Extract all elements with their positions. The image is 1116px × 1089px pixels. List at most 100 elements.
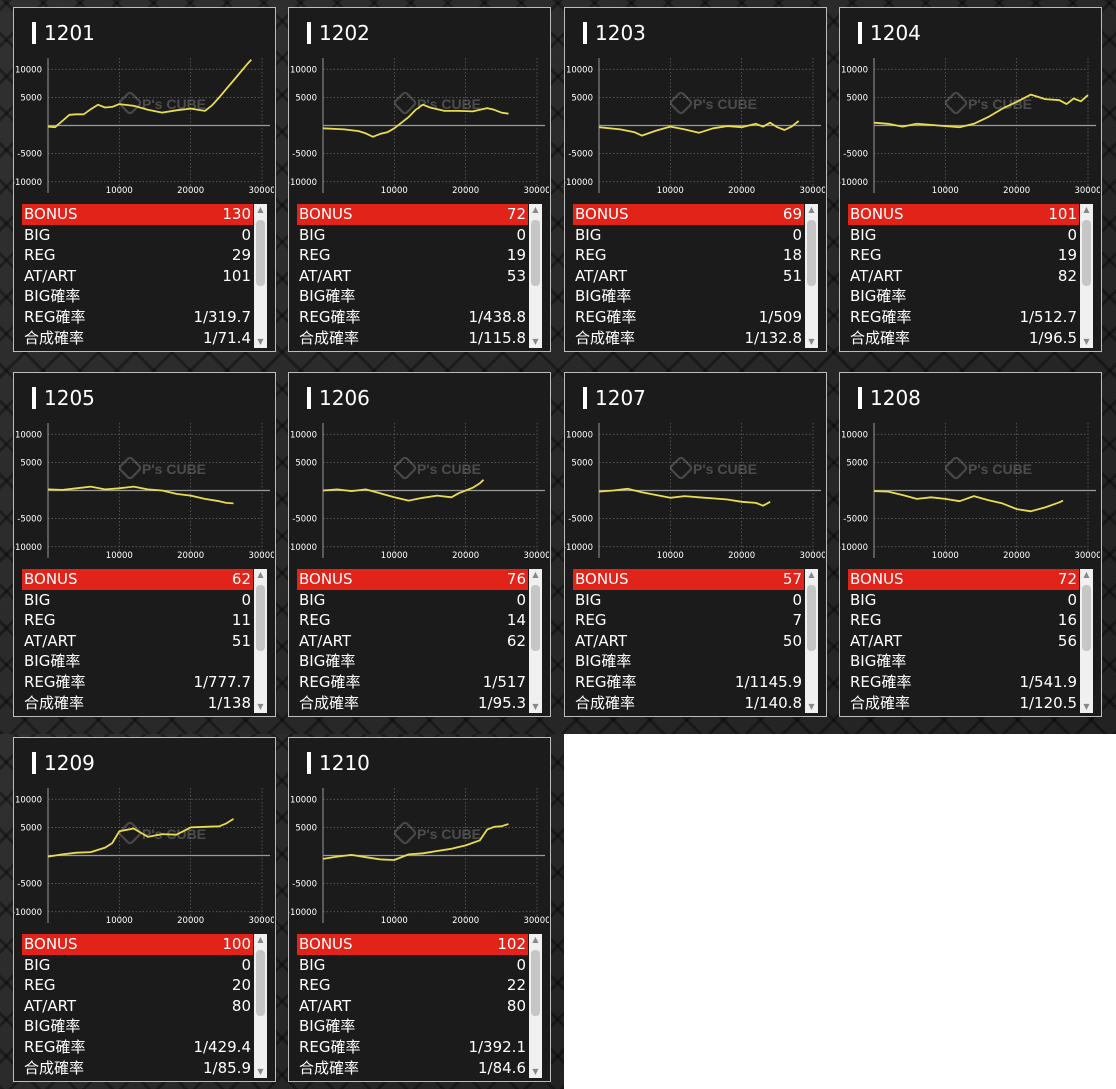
stat-value: 76	[506, 570, 526, 588]
machine-card[interactable]: 1202 P's CUBE 10000 5000 -5000 -10000 10000 200…	[288, 7, 551, 352]
scroll-down-arrow-icon[interactable]: ▼	[1083, 337, 1090, 346]
svg-text:P's CUBE: P's CUBE	[142, 461, 206, 477]
y-tick-label: -5000	[17, 150, 42, 160]
stats-scrollbar[interactable]: ▲ ▼	[1080, 569, 1093, 713]
scroll-up-arrow-icon[interactable]: ▲	[257, 205, 264, 214]
x-tick-label: 30000	[248, 916, 274, 926]
machine-card[interactable]: 1206 P's CUBE 10000 5000 -5000 -10000 10000 200…	[288, 372, 551, 717]
stats-scrollbar[interactable]: ▲ ▼	[254, 204, 267, 348]
scroll-down-arrow-icon[interactable]: ▼	[532, 1067, 539, 1076]
scroll-up-arrow-icon[interactable]: ▲	[532, 570, 539, 579]
scroll-thumb[interactable]	[807, 220, 816, 286]
scroll-down-arrow-icon[interactable]: ▼	[257, 1067, 264, 1076]
scroll-thumb[interactable]	[1082, 220, 1091, 286]
stat-value: 1/392.1	[468, 1037, 526, 1056]
title-accent-bar	[307, 22, 311, 44]
scroll-thumb[interactable]	[531, 950, 540, 1016]
stat-value: 1/319.7	[193, 307, 251, 326]
x-tick-label: 30000	[523, 551, 549, 561]
title-accent-bar	[32, 752, 36, 774]
card-header: 1208	[858, 385, 1078, 411]
machine-card[interactable]: 1207 P's CUBE 10000 5000 -5000 -10000 10000 200…	[564, 372, 827, 717]
scroll-up-arrow-icon[interactable]: ▲	[1083, 205, 1090, 214]
stat-row-big: BIG 0	[848, 590, 1079, 611]
slump-line	[873, 93, 1089, 129]
y-tick-label: -10000	[840, 543, 868, 553]
scroll-down-arrow-icon[interactable]: ▼	[808, 702, 815, 711]
stats-scrollbar[interactable]: ▲ ▼	[529, 204, 542, 348]
stat-value: 1/95.3	[478, 693, 526, 712]
stats-scrollbar[interactable]: ▲ ▼	[1080, 204, 1093, 348]
y-tick-label: -10000	[289, 543, 317, 553]
machine-card[interactable]: 1201 P's CUBE 10000 5000 -5000 -10000 10000 200…	[13, 7, 276, 352]
machine-number: 1201	[44, 21, 95, 45]
stat-row-big-rate: BIG確率	[848, 651, 1079, 672]
stats-table: BONUS 72 BIG 0 REG 19 AT/ART 53 BIG確率 REG確率 1/438.…	[297, 204, 528, 348]
stats-scrollbar[interactable]: ▲ ▼	[529, 934, 542, 1078]
scroll-down-arrow-icon[interactable]: ▼	[257, 337, 264, 346]
machine-card[interactable]: 1203 P's CUBE 10000 5000 -5000 -10000 10000 200…	[564, 7, 827, 352]
slump-line	[598, 120, 800, 137]
stat-value: 0	[792, 590, 802, 609]
stats-scrollbar[interactable]: ▲ ▼	[254, 569, 267, 713]
scroll-down-arrow-icon[interactable]: ▼	[1083, 702, 1090, 711]
scroll-thumb[interactable]	[256, 950, 265, 1016]
y-tick-label: -10000	[14, 178, 42, 188]
x-tick-label: 10000	[932, 551, 959, 561]
watermark-logo: P's CUBE	[669, 456, 757, 480]
stat-value: 0	[241, 590, 251, 609]
stats-table: BONUS 102 BIG 0 REG 22 AT/ART 80 BIG確率 REG確率 1/392…	[297, 934, 528, 1078]
scroll-down-arrow-icon[interactable]: ▼	[532, 337, 539, 346]
stat-value: 1/138	[207, 693, 251, 712]
y-tick-label: 5000	[846, 458, 868, 468]
scroll-up-arrow-icon[interactable]: ▲	[1083, 570, 1090, 579]
stats-scrollbar[interactable]: ▲ ▼	[529, 569, 542, 713]
scroll-up-arrow-icon[interactable]: ▲	[257, 570, 264, 579]
stat-value: 1/120.5	[1019, 693, 1077, 712]
slump-chart: P's CUBE 10000 5000 -5000 -10000 10000 20000 30…	[840, 58, 1100, 196]
x-tick-label: 20000	[452, 916, 479, 926]
scroll-thumb[interactable]	[256, 220, 265, 286]
scroll-thumb[interactable]	[531, 220, 540, 286]
stat-row-reg-rate: REG確率 1/517	[297, 672, 528, 693]
stat-label: BIG	[850, 225, 877, 244]
stats-scrollbar[interactable]: ▲ ▼	[805, 569, 818, 713]
stat-value: 72	[1057, 570, 1077, 588]
stat-row-total-rate: 合成確率 1/138	[22, 693, 253, 714]
scroll-thumb[interactable]	[1082, 585, 1091, 651]
scroll-down-arrow-icon[interactable]: ▼	[808, 337, 815, 346]
scroll-down-arrow-icon[interactable]: ▼	[257, 702, 264, 711]
scroll-up-arrow-icon[interactable]: ▲	[532, 205, 539, 214]
scroll-up-arrow-icon[interactable]: ▲	[532, 935, 539, 944]
x-tick-label: 20000	[452, 186, 479, 196]
machine-card[interactable]: 1208 P's CUBE 10000 5000 -5000 -10000 10000 200…	[839, 372, 1102, 717]
machine-card[interactable]: 1205 P's CUBE 10000 5000 -5000 -10000 10000 200…	[13, 372, 276, 717]
stat-row-reg-rate: REG確率 1/429.4	[22, 1037, 253, 1058]
title-accent-bar	[858, 22, 862, 44]
stats-scrollbar[interactable]: ▲ ▼	[254, 934, 267, 1078]
stat-row-bonus: BONUS 100	[22, 934, 253, 955]
y-tick-label: -5000	[17, 515, 42, 525]
machine-card[interactable]: 1210 P's CUBE 10000 5000 -5000 -10000 10000 200…	[288, 737, 551, 1082]
y-tick-label: 10000	[290, 65, 317, 75]
y-tick-label: -5000	[17, 880, 42, 890]
machine-card[interactable]: 1209 P's CUBE 10000 5000 -5000 -10000 10000 200…	[13, 737, 276, 1082]
watermark-logo: P's CUBE	[393, 456, 481, 480]
scroll-thumb[interactable]	[531, 585, 540, 651]
scroll-down-arrow-icon[interactable]: ▼	[532, 702, 539, 711]
stat-row-big: BIG 0	[297, 590, 528, 611]
card-header: 1209	[32, 750, 252, 776]
machine-card[interactable]: 1204 P's CUBE 10000 5000 -5000 -10000 10000 200…	[839, 7, 1102, 352]
scroll-up-arrow-icon[interactable]: ▲	[808, 570, 815, 579]
svg-text:P's CUBE: P's CUBE	[417, 461, 481, 477]
stats-scrollbar[interactable]: ▲ ▼	[805, 204, 818, 348]
stat-value: 0	[241, 955, 251, 974]
scroll-thumb[interactable]	[807, 585, 816, 651]
scroll-up-arrow-icon[interactable]: ▲	[257, 935, 264, 944]
scroll-up-arrow-icon[interactable]: ▲	[808, 205, 815, 214]
stat-row-at: AT/ART 53	[297, 266, 528, 287]
stat-row-big-rate: BIG確率	[22, 286, 253, 307]
stat-row-reg: REG 16	[848, 610, 1079, 631]
scroll-thumb[interactable]	[256, 585, 265, 651]
slump-line	[873, 490, 1064, 513]
